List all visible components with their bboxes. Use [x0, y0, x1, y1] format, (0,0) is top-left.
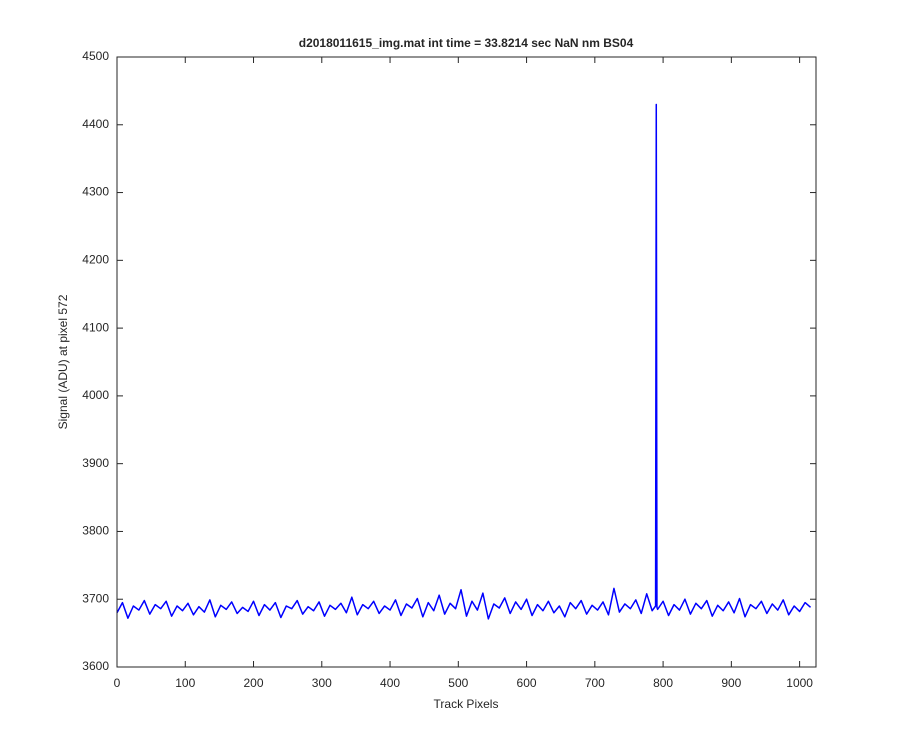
x-tick-label: 500 [448, 676, 468, 690]
y-tick-label: 3800 [82, 524, 109, 538]
y-tick-label: 3900 [82, 456, 109, 470]
x-tick-label: 600 [517, 676, 537, 690]
data-line [116, 103, 812, 620]
y-tick-label: 3600 [82, 659, 109, 673]
x-tick-label: 900 [721, 676, 741, 690]
y-tick-label: 4100 [82, 320, 109, 334]
x-tick-label: 100 [175, 676, 195, 690]
x-tick-label: 300 [312, 676, 332, 690]
x-tick-label: 200 [244, 676, 264, 690]
x-tick-label: 1000 [786, 676, 813, 690]
chart-title: d2018011615_img.mat int time = 33.8214 s… [299, 36, 634, 50]
x-axis-label: Track Pixels [434, 697, 499, 711]
y-tick-label: 4000 [82, 388, 109, 402]
x-tick-label: 400 [380, 676, 400, 690]
y-tick-label: 3700 [82, 591, 109, 605]
y-tick-label: 4400 [82, 117, 109, 131]
y-tick-label: 4500 [82, 49, 109, 63]
plot-box [116, 56, 817, 668]
x-tick-label: 800 [653, 676, 673, 690]
x-tick-label: 0 [114, 676, 121, 690]
y-tick-label: 4200 [82, 253, 109, 267]
x-tick-label: 700 [585, 676, 605, 690]
y-axis-label: Signal (ADU) at pixel 572 [56, 294, 70, 429]
y-tick-label: 4300 [82, 185, 109, 199]
